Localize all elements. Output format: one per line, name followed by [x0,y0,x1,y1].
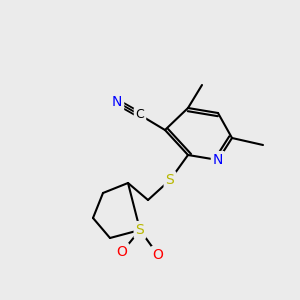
Text: O: O [117,245,128,259]
Text: C: C [136,109,144,122]
Text: N: N [112,95,122,109]
Text: S: S [166,173,174,187]
Text: N: N [213,153,223,167]
Text: S: S [136,223,144,237]
Text: O: O [153,248,164,262]
